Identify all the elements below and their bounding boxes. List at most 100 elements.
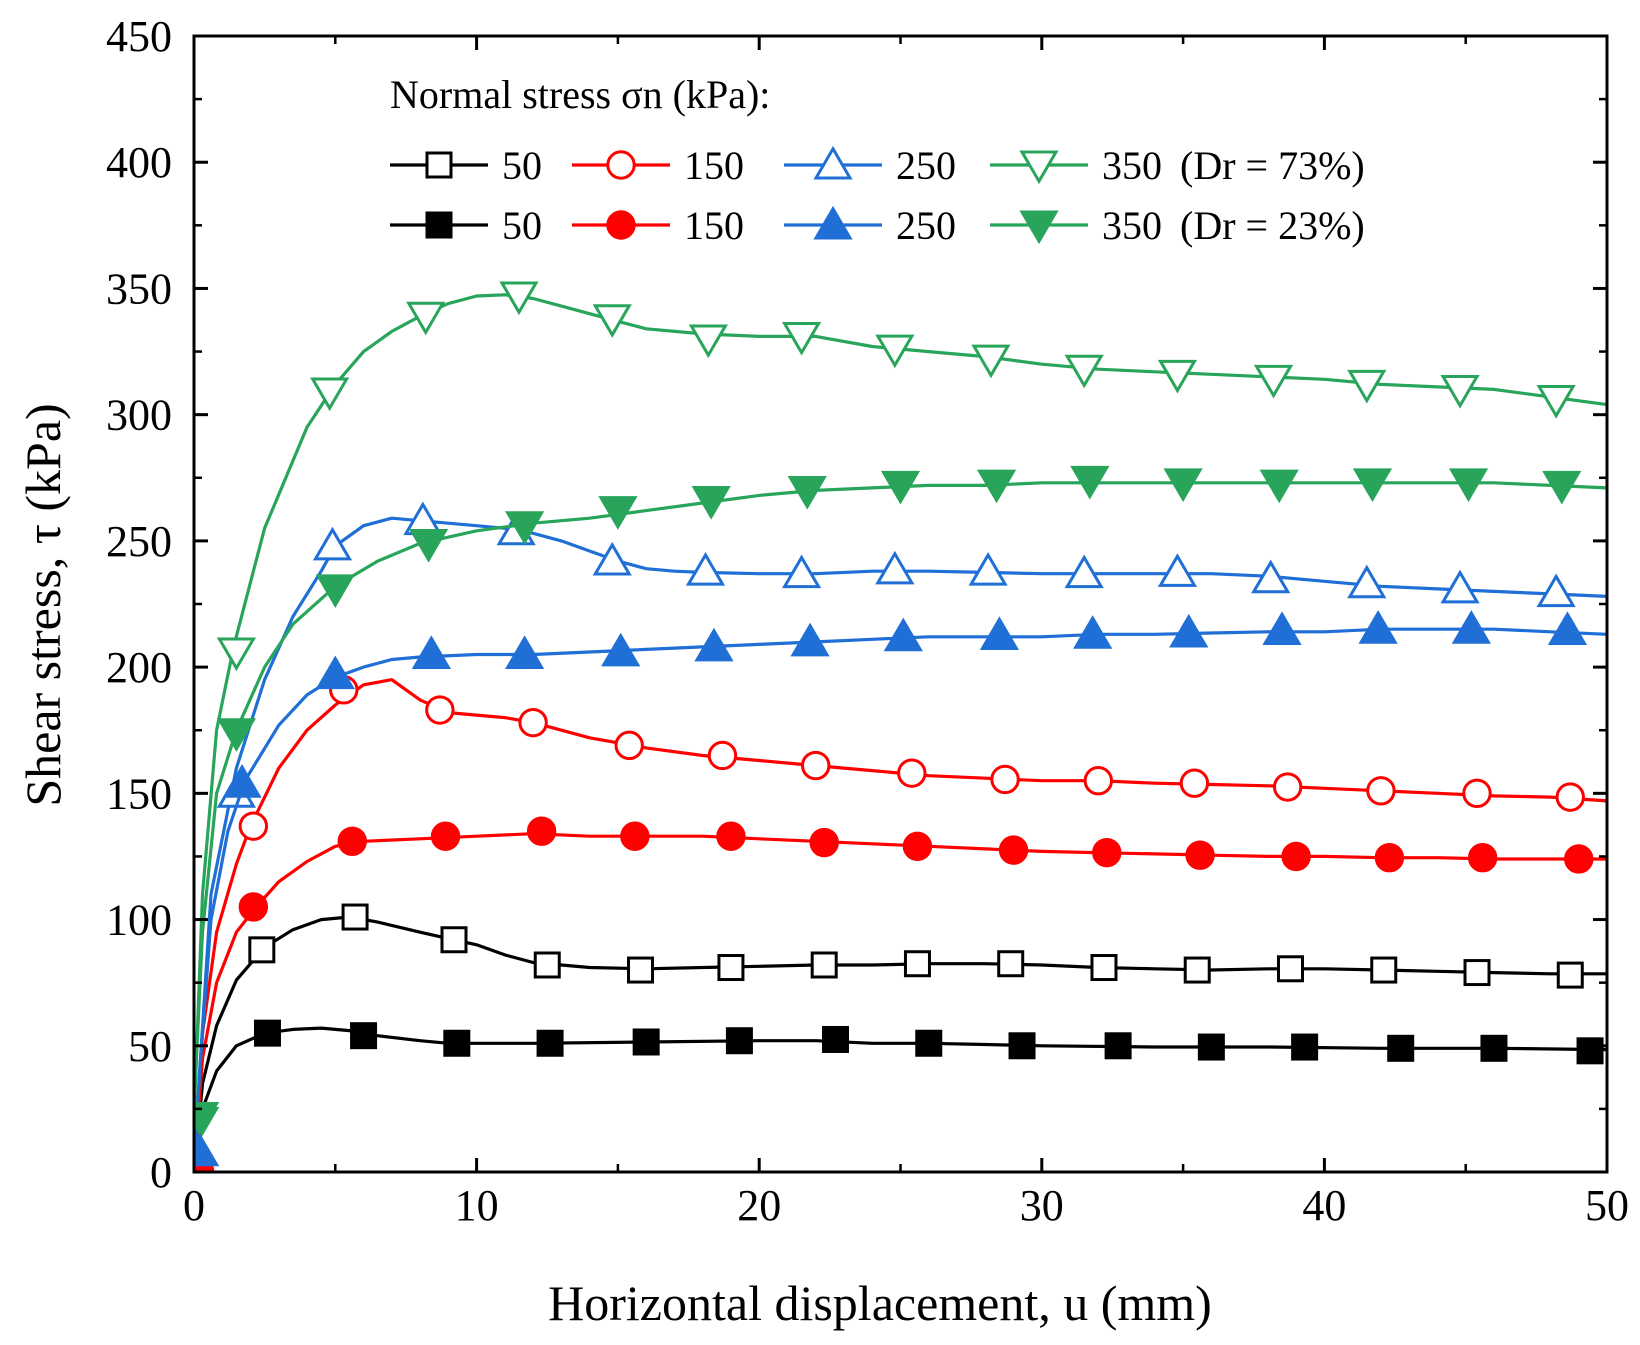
series-250-filled-point [1547, 611, 1588, 645]
y-tick-label: 400 [106, 138, 172, 187]
series-250-filled-point [505, 635, 545, 669]
series-250-filled-point [1451, 610, 1491, 644]
series-50-open-point [341, 903, 369, 931]
legend-item-250-open-label: 250 [896, 143, 956, 188]
x-tick-label: 50 [1585, 1181, 1629, 1230]
series-250-filled-point [194, 1132, 220, 1167]
series-250-filled-point [222, 764, 262, 798]
series-250-open-point [875, 550, 915, 585]
series-150-open-point [801, 750, 831, 781]
legend-item-150-open-label: 150 [684, 143, 744, 188]
legend-item-150-filled-marker [606, 210, 636, 240]
plot-area [194, 281, 1607, 1172]
series-350-filled-point [194, 1102, 220, 1136]
legend-item-50-open: 50 [390, 143, 542, 188]
series-350-open-point [310, 377, 350, 412]
legend-item-150-filled: 150 [572, 203, 744, 248]
series-150-open-point [1366, 776, 1396, 806]
series-250-filled-point [1169, 613, 1209, 648]
series-150-open-line [194, 678, 1607, 1172]
series-350-filled-point [880, 470, 921, 505]
series-250-open-point [592, 541, 632, 576]
series-250-filled-point [601, 632, 641, 667]
legend-item-50-open-marker [425, 151, 453, 179]
series-150-open-point [707, 740, 738, 771]
x-tick-label: 30 [1020, 1181, 1064, 1230]
legend-item-250-open: 250 [784, 143, 956, 188]
series-350-filled-point [976, 469, 1017, 504]
legend: Normal stress σn (kPa): 50 150 250 350 (Dr = … [390, 72, 1365, 248]
series-150-open-point [990, 764, 1020, 795]
series-350-open-point [499, 281, 539, 316]
series-150-filled-point [1467, 843, 1498, 873]
series-50-filled [194, 1019, 1607, 1172]
x-axis-label: Horizontal displacement, u (mm) [548, 1275, 1212, 1331]
series-350-open-point [781, 321, 822, 356]
series-50-filled-point [536, 1029, 564, 1057]
series-50-filled-point [632, 1028, 660, 1056]
series-50-open-point [1370, 956, 1398, 984]
series-250-filled-point [1358, 610, 1398, 644]
series-250-open-point [1064, 554, 1104, 589]
series-250-filled-point [979, 616, 1020, 651]
series-250-open-point [1157, 553, 1198, 587]
series-250-open-point [1536, 573, 1576, 608]
series-250-filled-line [194, 627, 1607, 1172]
series-350-open-line [194, 293, 1607, 1122]
legend-item-250-filled: 250 [784, 203, 956, 248]
series-250-filled-point [1262, 611, 1302, 645]
series-50-filled-point [1387, 1034, 1415, 1062]
series-250-open-point [312, 526, 353, 561]
legend-item-250-filled-label: 250 [896, 203, 956, 248]
x-tick-label: 20 [737, 1181, 781, 1230]
series-150-filled-point [809, 827, 839, 858]
series-50-open-point [1556, 961, 1584, 989]
y-tick-label: 350 [106, 264, 172, 313]
series-350-open-point [971, 344, 1011, 379]
series-150-open-point [1179, 768, 1210, 798]
series-50-filled-point [1197, 1033, 1225, 1061]
legend-item-350-open-marker [1019, 150, 1059, 185]
y-tick-label: 450 [106, 12, 172, 61]
series-150-open-point [238, 811, 269, 841]
series-150-filled-point [430, 821, 461, 851]
series-150-filled-point [337, 826, 367, 856]
series-350-open-point [1157, 359, 1198, 394]
series-50-filled-point [1291, 1033, 1319, 1061]
y-tick-label: 100 [106, 896, 172, 945]
series-350-filled-point [787, 475, 827, 510]
legend-title: Normal stress σn (kPa): [390, 72, 770, 117]
series-250-filled-point [883, 617, 923, 652]
series-150-filled-point [1185, 840, 1215, 870]
legend-item-50-filled-marker [425, 211, 453, 239]
series-350-open-point [688, 324, 728, 359]
series-50-filled-point [822, 1025, 850, 1053]
series-150-filled-point [1374, 843, 1405, 873]
series-50-open-point [810, 951, 838, 979]
series-50-open-point [1183, 956, 1211, 984]
legend-item-350-filled: 350 (Dr = 23%) [990, 203, 1365, 248]
series-250-open-point [685, 552, 726, 586]
series-350-open-point [1536, 385, 1576, 419]
series-50-filled-point [725, 1027, 753, 1055]
series-150-open-point [1083, 766, 1114, 796]
series-50-open-point [248, 936, 276, 964]
series-50-open-point [1463, 959, 1491, 987]
series-350-filled-point [1259, 469, 1299, 504]
series-150-open-point [897, 758, 927, 788]
series-150-filled-point [1281, 841, 1311, 872]
y-tick-label: 50 [128, 1022, 172, 1071]
series-250-filled-point [411, 635, 452, 669]
y-tick-label: 150 [106, 769, 172, 818]
series-150-filled-line [194, 832, 1607, 1172]
series-250-filled [194, 610, 1607, 1172]
series-350-open-point [1064, 354, 1104, 389]
series-150-filled-point [998, 835, 1029, 865]
series-50-filled-point [915, 1029, 943, 1057]
series-150-open-point [1272, 772, 1303, 802]
series-50-open-point [997, 950, 1025, 978]
series-50-filled-point [253, 1019, 281, 1047]
series-250-filled-point [315, 655, 355, 690]
series-350-filled-point [691, 486, 731, 520]
